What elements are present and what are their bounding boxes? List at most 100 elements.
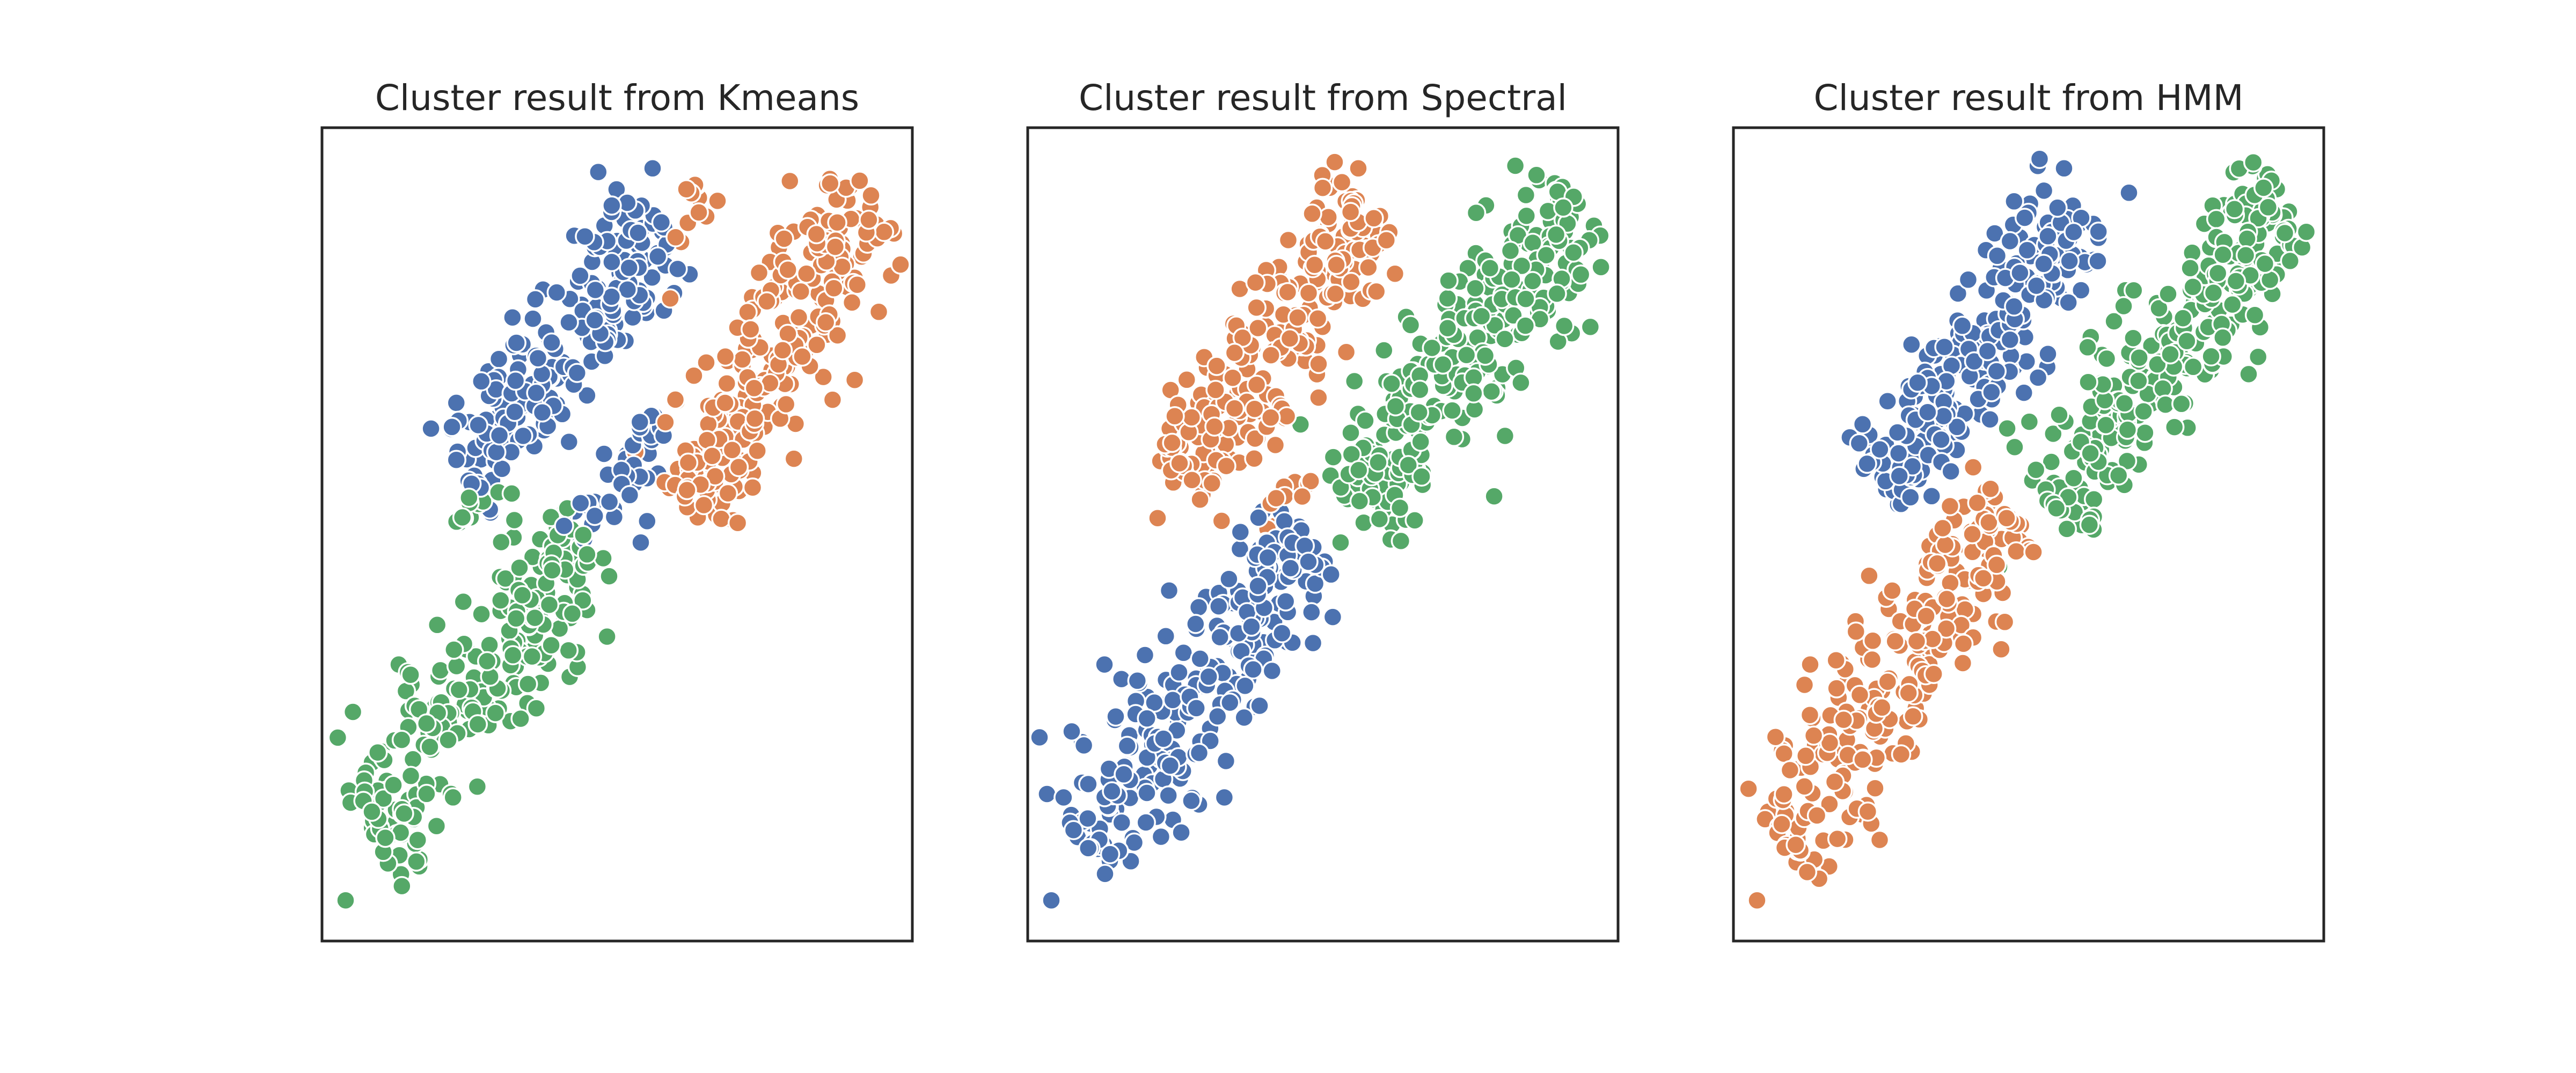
scatter-point: [392, 876, 412, 896]
scatter-point: [577, 385, 597, 406]
scatter-point: [784, 449, 804, 469]
scatter-point: [2171, 394, 2192, 414]
scatter-point: [1300, 471, 1321, 491]
scatter-point: [722, 439, 743, 460]
scatter-point: [2063, 222, 2084, 242]
scatter-point: [1214, 787, 1235, 808]
scatter-point: [665, 227, 686, 248]
scatter-point: [2033, 180, 2054, 201]
scatter-point: [689, 202, 709, 223]
scatter-point: [1266, 488, 1286, 509]
scatter-point: [727, 512, 748, 533]
scatter-point: [2046, 498, 2067, 519]
scatter-point: [1308, 387, 1329, 408]
scatter-point: [874, 222, 895, 242]
scatter-point: [1869, 829, 1890, 850]
scatter-point: [427, 615, 448, 635]
scatter-point: [1330, 532, 1351, 553]
scatter-point: [1934, 336, 1955, 357]
scatter-point: [407, 829, 428, 850]
scatter-point: [1859, 565, 1879, 586]
scatter-point: [489, 425, 510, 446]
scatter-point: [1246, 297, 1267, 318]
scatter-point: [2088, 221, 2109, 242]
scatter-point: [1078, 774, 1099, 795]
scatter-point: [1181, 790, 1202, 811]
plot-frame-hmm: [1732, 126, 2325, 943]
scatter-point: [642, 158, 663, 179]
scatter-point: [1846, 621, 1867, 642]
scatter-point: [850, 171, 870, 191]
scatter-point: [421, 418, 441, 439]
scatter-point: [1127, 671, 1148, 691]
scatter-point: [1891, 744, 1912, 765]
scatter-point: [491, 590, 511, 611]
scatter-point: [1260, 407, 1281, 428]
scatter-point: [707, 190, 728, 211]
scatter-point: [1849, 685, 1870, 705]
scatter-point: [628, 223, 648, 243]
scatter-point: [1358, 257, 1379, 278]
scatter-point: [471, 371, 492, 392]
scatter-point: [1381, 373, 1402, 394]
scatter-point: [602, 252, 622, 273]
scatter-point: [2057, 519, 2077, 539]
scatter-point: [2244, 305, 2265, 326]
scatter-point: [1173, 643, 1194, 663]
scatter-point: [453, 591, 474, 612]
scatter-point: [890, 254, 911, 275]
scatter-point: [2153, 378, 2173, 399]
scatter-point: [1505, 156, 1526, 176]
scatter-point: [2255, 253, 2275, 274]
scatter-point: [647, 246, 668, 267]
scatter-point: [522, 646, 543, 667]
scatter-point: [1963, 457, 1984, 477]
scatter-point: [1153, 729, 1174, 749]
scatter-point: [1100, 844, 1121, 864]
scatter-point: [1923, 664, 1944, 685]
scatter-point: [1278, 230, 1299, 251]
scatter-point: [1159, 580, 1180, 601]
scatter-point: [1308, 354, 1329, 374]
scatter-point: [711, 509, 731, 529]
scatter-point: [1409, 402, 1429, 423]
scatter-point: [588, 161, 609, 182]
scatter-point: [1927, 553, 1948, 574]
scatter-point: [1249, 695, 1270, 716]
scatter-point: [1165, 406, 1185, 427]
scatter-point: [1162, 432, 1182, 453]
scatter-point: [841, 292, 862, 313]
scatter-point: [1287, 307, 1308, 328]
scatter-point: [1062, 721, 1082, 742]
scatter-point: [486, 442, 507, 462]
scatter-point: [1515, 315, 1536, 336]
scatter-point: [567, 363, 588, 383]
scatter-point: [1980, 409, 2000, 430]
scatter-point: [479, 635, 500, 655]
scatter-point: [1102, 781, 1122, 802]
scatter-point: [1877, 671, 1898, 692]
scatter-point: [2258, 197, 2279, 218]
scatter-point: [1471, 306, 1492, 327]
scatter-point: [1324, 152, 1345, 172]
scatter-point: [716, 373, 737, 394]
scatter-point: [1322, 607, 1343, 627]
scatter-point: [2213, 244, 2233, 265]
scatter-point: [570, 266, 590, 286]
scatter-point: [1885, 631, 1905, 652]
scatter-point: [1078, 838, 1099, 858]
scatter-point: [1795, 746, 1816, 766]
scatter-point: [1962, 524, 1982, 545]
scatter-point: [2129, 347, 2149, 368]
scatter-point: [2183, 357, 2204, 377]
scatter-point: [1437, 318, 1458, 339]
scatter-point: [1563, 242, 1584, 263]
scatter-point: [504, 401, 525, 422]
scatter-point: [2203, 283, 2224, 303]
scatter-point: [585, 280, 606, 300]
scatter-point: [1444, 427, 1465, 447]
scatter-point: [1785, 834, 1806, 855]
scatter-point: [847, 274, 868, 295]
scatter-point: [1117, 736, 1138, 756]
scatter-point: [1248, 508, 1269, 528]
